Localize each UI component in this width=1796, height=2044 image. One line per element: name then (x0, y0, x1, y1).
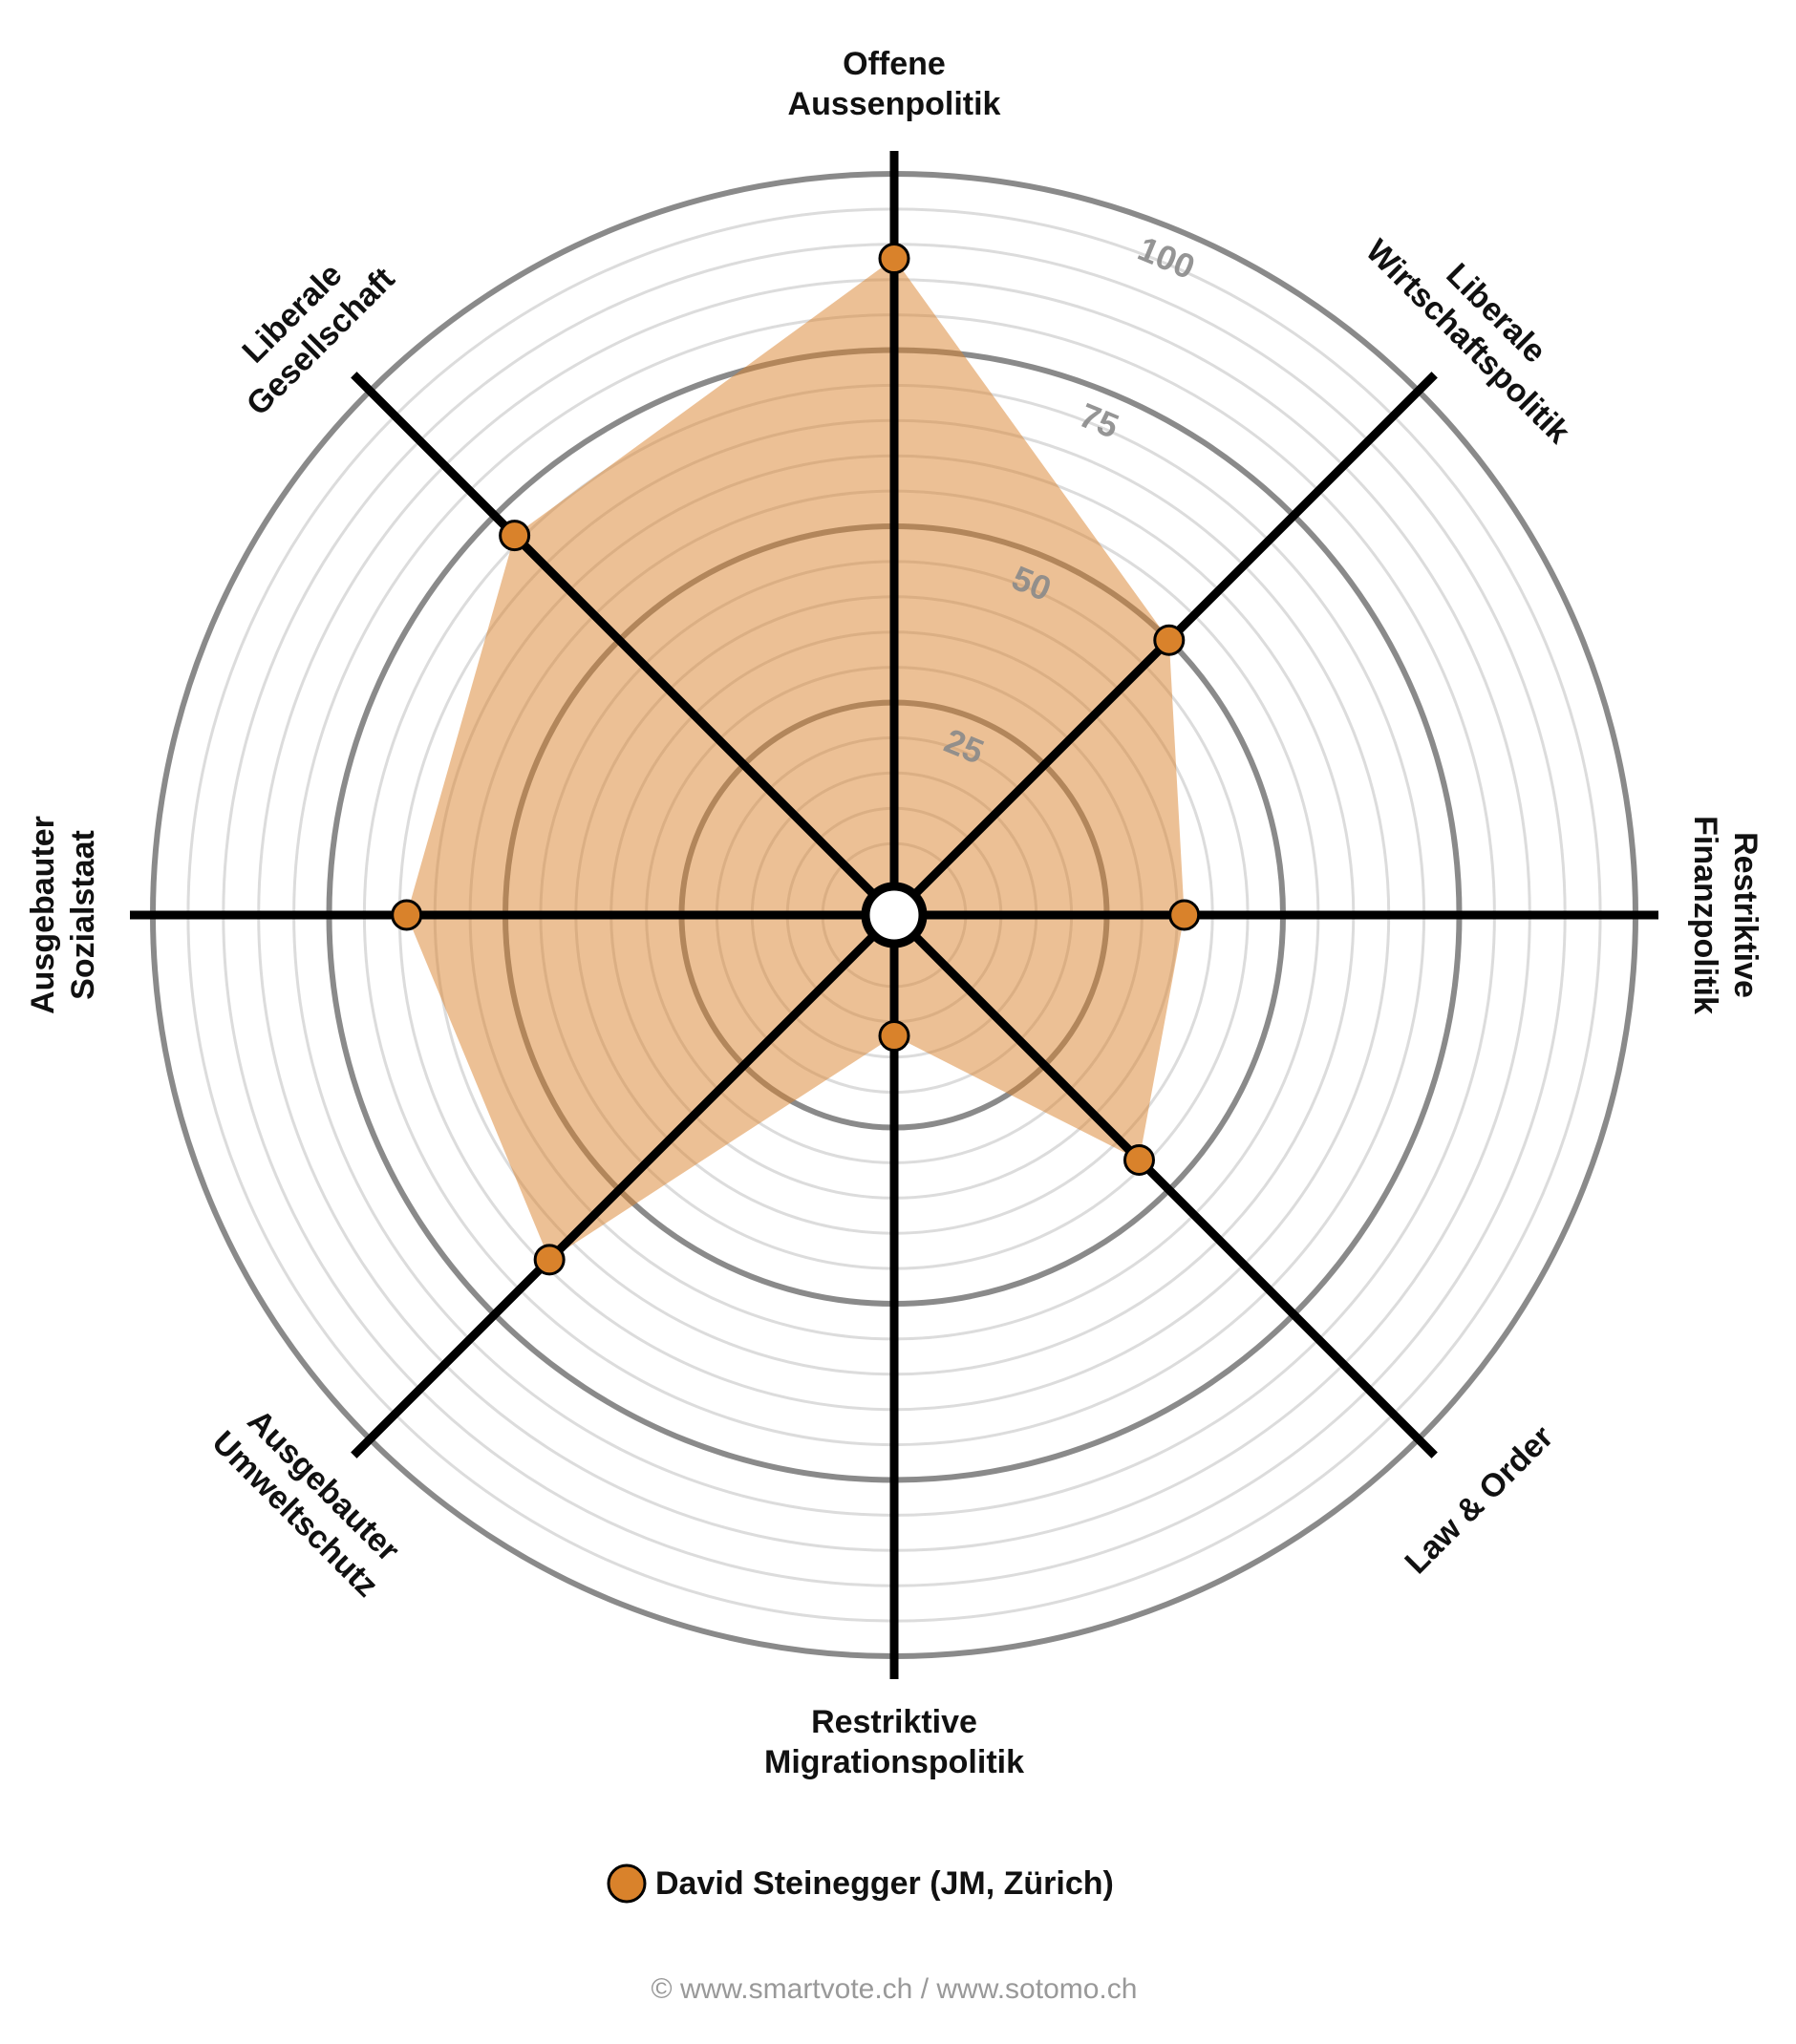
axis-label: Offene Aussenpolitik (788, 46, 1001, 122)
data-point (391, 899, 423, 931)
data-point (1122, 1143, 1155, 1176)
spoke (351, 372, 898, 919)
axis-label-line: Ausgebauter (25, 816, 61, 1014)
legend-marker (607, 1863, 647, 1904)
data-point (499, 520, 531, 552)
ring-label: 75 (1074, 395, 1124, 446)
spoke (890, 911, 1438, 1458)
center-hub (861, 882, 928, 948)
data-point (533, 1244, 566, 1276)
axis-label: Restriktive Migrationspolitik (764, 1704, 1024, 1780)
legend-label: David Steinegger (JM, Zürich) (655, 1865, 1114, 1902)
spoke (351, 911, 898, 1458)
axis-label-line: Migrationspolitik (764, 1744, 1024, 1780)
axis-label-line: Restriktive (1727, 832, 1764, 998)
radar-area (406, 258, 1185, 1260)
axis-label-line: Sozialstaat (65, 830, 101, 1000)
axis-label-line: Restriktive (811, 1704, 977, 1740)
data-point (1168, 899, 1201, 931)
data-point (878, 1020, 910, 1053)
data-point (878, 243, 910, 275)
axis-label: Ausgebauter Sozialstaat (25, 816, 101, 1014)
axis-label-line: Offene (843, 46, 946, 82)
data-point (1153, 624, 1186, 656)
axis-label-line: Finanzpolitik (1687, 816, 1723, 1014)
axis-label-line: Aussenpolitik (788, 86, 1001, 122)
footer: © www.smartvote.ch / www.sotomo.ch (652, 1973, 1138, 2005)
